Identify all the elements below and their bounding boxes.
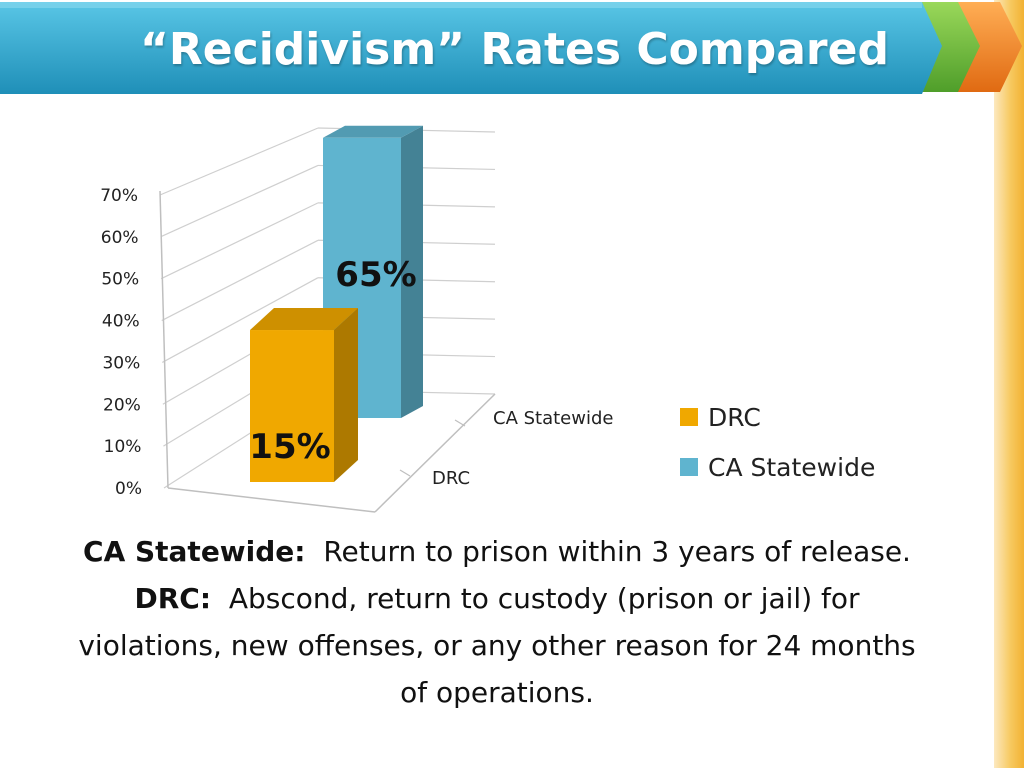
data-label-ca-statewide: 65%	[335, 255, 416, 295]
y-tick-label: 70%	[100, 186, 138, 206]
y-axis-edge	[159, 190, 169, 489]
side-accent-strip	[994, 0, 1024, 768]
note-line-4: of operations.	[400, 676, 594, 709]
category-tick-drc	[399, 469, 411, 477]
gridline-left	[160, 202, 319, 280]
category-label: DRC	[432, 468, 470, 489]
legend-swatch-drc	[680, 408, 698, 426]
y-tick-label: 10%	[104, 437, 142, 457]
bar-drc-side	[334, 308, 358, 482]
floor-front-edge	[167, 487, 376, 513]
category-tick-ca-statewide	[454, 419, 466, 427]
chart-notes: CA Statewide: Return to prison within 3 …	[0, 528, 994, 716]
gridline-left	[161, 277, 319, 363]
chart-legend: DRC CA Statewide	[680, 392, 875, 492]
note-line-3: violations, new offenses, or any other r…	[78, 629, 916, 662]
y-tick-label: 30%	[102, 353, 140, 373]
note-ca-statewide-text: Return to prison within 3 years of relea…	[323, 535, 911, 568]
banner-shape	[0, 2, 942, 94]
note-ca-statewide-heading: CA Statewide:	[83, 535, 306, 568]
gridline-left	[160, 164, 319, 238]
legend-item-ca-statewide: CA Statewide	[680, 442, 875, 492]
note-drc-text: Abscond, return to custody (prison or ja…	[228, 582, 860, 615]
y-tick-label: 20%	[103, 395, 141, 415]
note-line-2: DRC: Abscond, return to custody (prison …	[0, 575, 994, 622]
y-tick-label: 60%	[101, 228, 139, 248]
note-line-1: CA Statewide: Return to prison within 3 …	[0, 528, 994, 575]
orange-chevron-icon	[956, 2, 1022, 92]
legend-label-ca-statewide: CA Statewide	[708, 452, 876, 482]
bar-ca-statewide-top	[323, 125, 423, 138]
green-chevron-icon	[918, 2, 980, 92]
bar-drc	[250, 330, 334, 482]
y-tick-label: 0%	[115, 479, 142, 499]
legend-label-drc: DRC	[708, 402, 761, 432]
legend-swatch-ca-statewide	[680, 458, 698, 476]
recidivism-chart: 0% 10% 20% 30% 40% 50% 60% 70% DRC CA Statewide 15…	[0, 110, 1024, 520]
y-tick-label: 40%	[102, 312, 140, 332]
legend-item-drc: DRC	[680, 392, 875, 442]
gridline-left	[159, 127, 319, 196]
note-drc-heading: DRC:	[134, 582, 212, 615]
y-tick-label: 50%	[101, 270, 139, 290]
floor-right-edge	[374, 393, 496, 513]
title-banner: “Recidivism” Rates Compared	[0, 0, 1024, 100]
page-title: “Recidivism” Rates Compared	[140, 24, 889, 75]
bar-drc-top	[250, 308, 358, 331]
bar-ca-statewide-side	[401, 125, 423, 419]
chart-svg: 0% 10% 20% 30% 40% 50% 60% 70% DRC CA Statewide 15…	[100, 125, 613, 513]
gridline-left	[161, 239, 319, 322]
category-label: CA Statewide	[493, 408, 613, 429]
data-label-drc: 15%	[249, 427, 330, 467]
